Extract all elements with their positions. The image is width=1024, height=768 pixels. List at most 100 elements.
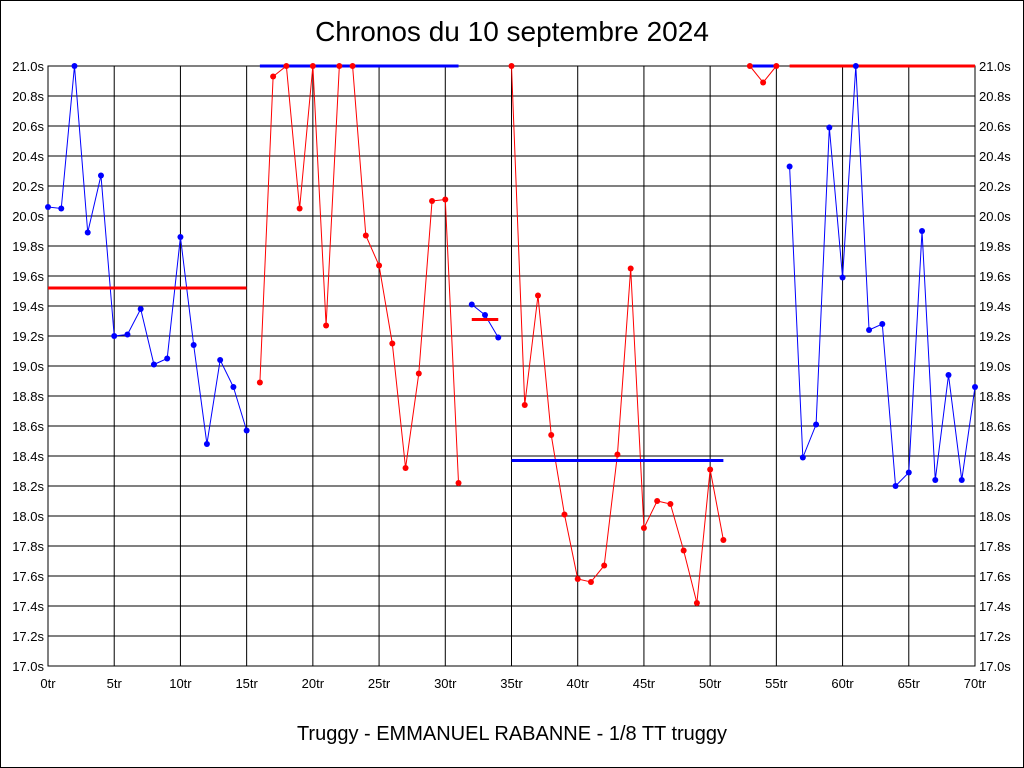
- data-point: [587, 579, 594, 585]
- data-point: [680, 547, 687, 554]
- x-tick-label: 40tr: [567, 676, 590, 691]
- data-point: [534, 292, 541, 299]
- data-point: [429, 198, 436, 204]
- y-tick-label-left: 20.4s: [12, 149, 44, 164]
- x-tick-label: 0tr: [40, 676, 56, 691]
- y-tick-label-left: 19.0s: [12, 359, 44, 374]
- y-tick-label-right: 21.0s: [979, 59, 1011, 74]
- data-point: [932, 477, 939, 483]
- data-point: [786, 163, 793, 170]
- data-point: [283, 63, 290, 69]
- x-tick-label: 20tr: [302, 676, 325, 691]
- y-tick-label-right: 20.4s: [979, 149, 1011, 164]
- data-point: [270, 73, 277, 80]
- x-tick-label: 30tr: [434, 676, 457, 691]
- series-line: [259, 65, 460, 484]
- data-point: [495, 334, 502, 341]
- data-point: [879, 321, 886, 327]
- y-tick-label-left: 18.4s: [12, 449, 44, 464]
- data-point: [654, 498, 661, 504]
- data-point: [230, 384, 237, 390]
- data-point: [256, 379, 263, 386]
- data-point: [177, 234, 184, 240]
- y-tick-label-right: 19.4s: [979, 299, 1011, 314]
- data-point: [137, 306, 144, 312]
- data-point: [402, 465, 409, 471]
- data-point: [892, 483, 899, 489]
- data-point: [919, 228, 926, 234]
- data-point: [905, 469, 912, 476]
- data-point: [389, 340, 396, 347]
- y-tick-label-left: 18.0s: [12, 509, 44, 524]
- y-tick-label-right: 17.8s: [979, 539, 1011, 554]
- x-tick-label: 5tr: [107, 676, 123, 691]
- y-tick-label-right: 18.6s: [979, 419, 1011, 434]
- data-point: [111, 333, 118, 339]
- data-point: [482, 312, 489, 318]
- data-point: [336, 63, 343, 69]
- y-tick-label-right: 20.8s: [979, 89, 1011, 104]
- data-point: [376, 262, 383, 269]
- y-tick-label-left: 17.0s: [12, 659, 44, 674]
- data-point: [852, 63, 859, 69]
- y-tick-label-left: 18.8s: [12, 389, 44, 404]
- data-point: [508, 63, 515, 69]
- data-point: [150, 361, 157, 368]
- y-tick-label-right: 19.0s: [979, 359, 1011, 374]
- x-tick-label: 45tr: [633, 676, 656, 691]
- y-tick-label-right: 19.6s: [979, 269, 1011, 284]
- data-point: [614, 451, 621, 458]
- data-point: [720, 537, 727, 543]
- y-tick-label-right: 18.8s: [979, 389, 1011, 404]
- y-tick-label-left: 17.4s: [12, 599, 44, 614]
- data-point: [84, 229, 91, 236]
- y-tick-label-right: 19.2s: [979, 329, 1011, 344]
- data-point: [839, 274, 846, 281]
- x-tick-label: 35tr: [500, 676, 523, 691]
- data-point: [296, 205, 303, 212]
- x-tick-label: 10tr: [169, 676, 192, 691]
- x-tick-label: 55tr: [765, 676, 788, 691]
- data-point: [58, 205, 65, 212]
- data-point: [707, 466, 714, 473]
- data-point: [190, 342, 197, 348]
- data-point: [958, 477, 965, 483]
- data-point: [415, 370, 422, 377]
- data-point: [323, 322, 330, 329]
- data-point: [521, 402, 528, 408]
- x-tick-label: 70tr: [964, 676, 987, 691]
- y-tick-label-left: 20.6s: [12, 119, 44, 134]
- y-tick-label-left: 18.2s: [12, 479, 44, 494]
- data-point: [693, 600, 700, 606]
- y-tick-label-left: 19.6s: [12, 269, 44, 284]
- data-point: [574, 576, 581, 582]
- chart-title: Chronos du 10 septembre 2024: [315, 16, 709, 47]
- y-tick-label-left: 19.4s: [12, 299, 44, 314]
- data-point: [760, 79, 767, 86]
- y-tick-label-right: 17.0s: [979, 659, 1011, 674]
- y-tick-label-right: 20.6s: [979, 119, 1011, 134]
- data-point: [217, 357, 224, 363]
- data-point: [826, 124, 833, 131]
- data-point: [203, 441, 210, 447]
- y-tick-label-left: 19.2s: [12, 329, 44, 344]
- data-point: [45, 204, 51, 210]
- data-point: [362, 232, 369, 239]
- data-point: [468, 301, 475, 308]
- y-tick-label-left: 21.0s: [12, 59, 44, 74]
- x-tick-label: 15tr: [235, 676, 258, 691]
- data-point: [309, 63, 316, 69]
- data-point: [349, 63, 356, 69]
- y-tick-label-right: 17.4s: [979, 599, 1011, 614]
- data-point: [813, 421, 820, 428]
- x-tick-label: 65tr: [898, 676, 921, 691]
- data-point: [164, 355, 171, 362]
- data-point: [442, 196, 449, 203]
- data-point: [243, 427, 250, 434]
- y-tick-label-left: 20.0s: [12, 209, 44, 224]
- y-tick-label-right: 20.0s: [979, 209, 1011, 224]
- y-tick-label-right: 17.2s: [979, 629, 1011, 644]
- data-point: [640, 525, 647, 531]
- data-point: [124, 331, 131, 338]
- data-point: [455, 480, 462, 486]
